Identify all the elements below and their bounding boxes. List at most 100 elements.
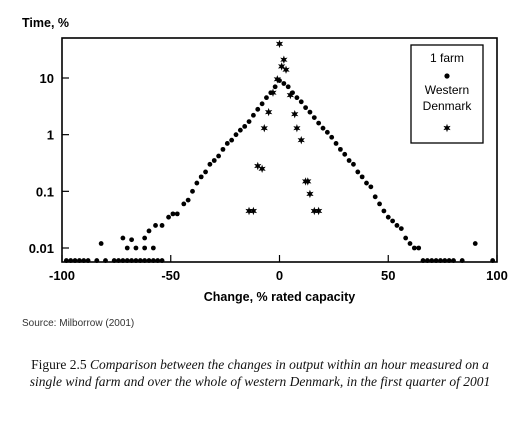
point-1-farm (368, 184, 374, 190)
point-1-farm (324, 129, 330, 135)
source-note: Source: Milborrow (2001) (22, 318, 135, 329)
point-1-farm (246, 119, 252, 125)
point-1-farm (142, 245, 148, 251)
point-western-denmark (265, 107, 273, 117)
point-1-farm (411, 245, 417, 251)
point-1-farm (94, 258, 100, 263)
point-1-farm (150, 245, 156, 251)
point-1-farm (294, 95, 300, 101)
point-western-denmark (302, 177, 310, 186)
point-1-farm (416, 245, 422, 251)
point-1-farm (385, 214, 391, 220)
point-1-farm (150, 258, 156, 263)
point-1-farm (124, 245, 130, 251)
point-1-farm (159, 258, 165, 263)
point-1-farm (451, 258, 456, 263)
legend-label-western-denmark: Western Denmark (423, 83, 473, 113)
point-western-denmark (278, 62, 286, 71)
point-1-farm (155, 258, 161, 263)
point-1-farm (72, 258, 78, 263)
point-1-farm (459, 258, 465, 263)
point-western-denmark (258, 164, 266, 173)
point-1-farm (442, 258, 448, 263)
figure-label: Figure 2.5 (31, 357, 87, 372)
point-1-farm (472, 241, 478, 246)
point-1-farm (174, 211, 180, 217)
legend-marker-1-farm (444, 73, 450, 79)
point-1-farm (377, 201, 382, 207)
point-1-farm (194, 180, 200, 186)
point-1-farm (303, 105, 308, 111)
point-1-farm (124, 258, 130, 263)
point-1-farm (351, 161, 356, 167)
point-1-farm (153, 223, 158, 228)
point-1-farm (198, 174, 204, 180)
point-western-denmark (282, 65, 290, 74)
point-western-denmark (310, 206, 318, 216)
point-1-farm (68, 258, 74, 263)
point-1-farm (346, 158, 352, 163)
y-axis-label: Time, % (22, 16, 69, 30)
point-1-farm (281, 81, 287, 86)
point-1-farm (438, 258, 443, 263)
point-1-farm (342, 151, 348, 157)
point-western-denmark (269, 88, 277, 97)
point-1-farm (120, 235, 126, 241)
point-1-farm (203, 169, 208, 175)
point-1-farm (207, 161, 213, 167)
point-1-farm (372, 194, 378, 200)
point-1-farm (185, 197, 191, 203)
point-1-farm (381, 208, 387, 214)
point-western-denmark (293, 124, 301, 133)
point-western-denmark (304, 177, 312, 186)
point-1-farm (407, 241, 413, 246)
point-1-farm (159, 223, 165, 228)
point-1-farm (285, 84, 291, 90)
point-1-farm (233, 132, 239, 138)
point-1-farm (137, 258, 143, 263)
x-tick-label: 0 (276, 268, 283, 283)
point-1-farm (390, 218, 395, 224)
point-1-farm (133, 245, 139, 251)
point-1-farm (146, 258, 152, 263)
point-1-farm (355, 169, 361, 175)
point-1-farm (237, 127, 243, 133)
point-1-farm (307, 109, 313, 115)
point-1-farm (129, 237, 135, 243)
point-1-farm (429, 258, 435, 263)
point-western-denmark (254, 161, 262, 171)
point-western-denmark (245, 206, 253, 216)
point-1-farm (251, 112, 256, 118)
point-western-denmark (280, 55, 288, 64)
point-1-farm (211, 158, 217, 163)
point-1-farm (425, 258, 430, 263)
x-axis-label: Change, % rated capacity (204, 290, 355, 304)
point-1-farm (259, 101, 265, 107)
point-1-farm (398, 226, 404, 231)
chart: 0.01 0.1 1 10 -100 -50 0 50 100 Time, % Change, % … (22, 16, 508, 304)
point-1-farm (170, 211, 176, 217)
x-tick-label: -50 (161, 268, 180, 283)
y-tick-label: 1 (47, 128, 54, 143)
legend-marker-western-denmark (443, 123, 451, 133)
point-1-farm (103, 258, 108, 263)
point-1-farm (433, 258, 439, 263)
x-tick-label: -100 (49, 268, 75, 283)
point-1-farm (81, 258, 87, 263)
point-1-farm (255, 106, 261, 112)
point-1-farm (190, 188, 195, 194)
point-1-farm (120, 258, 126, 263)
point-1-farm (242, 123, 248, 129)
point-1-farm (216, 153, 222, 159)
point-1-farm (490, 258, 496, 263)
point-western-denmark (260, 124, 268, 133)
y-tick-label: 0.01 (29, 241, 54, 256)
point-1-farm (298, 99, 304, 105)
point-western-denmark (249, 206, 257, 216)
point-western-denmark (297, 136, 305, 145)
point-1-farm (77, 258, 82, 263)
figure-caption: Figure 2.5 Comparison between the change… (20, 356, 500, 390)
point-1-farm (320, 125, 326, 131)
point-western-denmark (275, 39, 284, 49)
point-western-denmark (315, 206, 323, 216)
